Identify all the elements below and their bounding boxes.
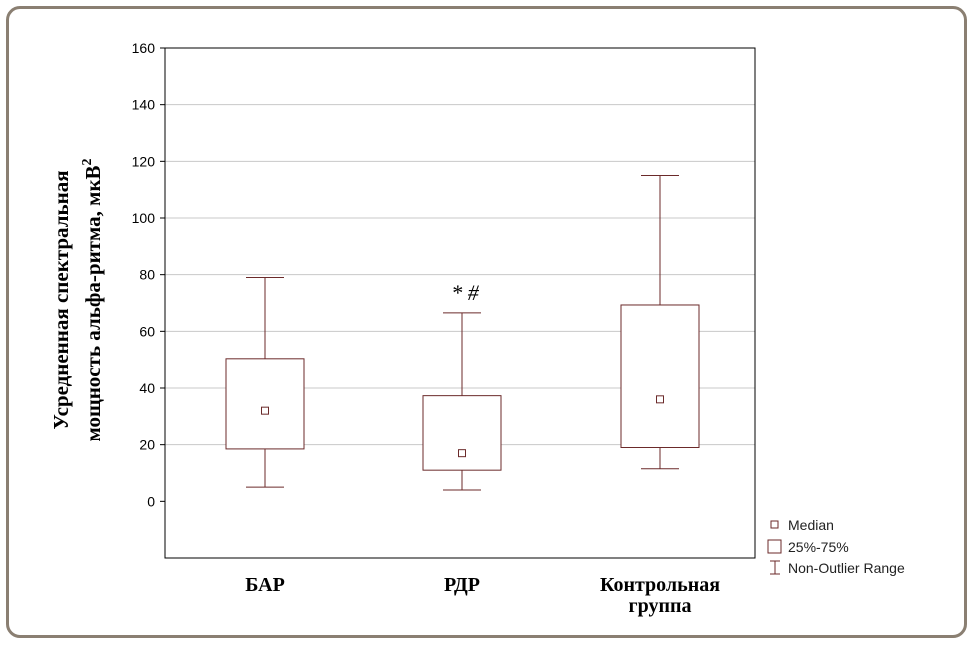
y-tick-label: 20: [139, 437, 155, 453]
legend-median-label: Median: [788, 517, 834, 533]
iqr-box: [225, 358, 305, 450]
y-axis-label-superscript: 2: [80, 158, 95, 165]
legend-box-label: 25%-75%: [788, 539, 849, 555]
x-category-label: БАР: [245, 574, 285, 596]
iqr-box: [620, 304, 700, 448]
y-tick-label: 120: [132, 153, 156, 169]
image-frame: [6, 6, 967, 638]
legend-box-icon: [767, 539, 782, 554]
median-marker: [261, 406, 269, 415]
y-tick-label: 80: [139, 267, 155, 283]
iqr-box: [422, 395, 502, 471]
y-tick-label: 0: [147, 493, 155, 509]
y-tick-label: 60: [139, 323, 155, 339]
median-marker: [656, 395, 664, 404]
x-category-label: РДР: [444, 574, 480, 596]
significance-annotation: * #: [451, 280, 480, 305]
y-tick-label: 160: [132, 40, 156, 56]
y-axis-label-text: мощность альфа-ритма, мкВ: [81, 165, 105, 441]
legend-whisker-icon: [770, 560, 780, 575]
median-marker: [458, 449, 466, 458]
x-category-label: Контрольная: [600, 574, 720, 596]
y-axis-label-line1: Усредненная спектральная: [49, 170, 73, 429]
y-tick-label: 40: [139, 380, 155, 396]
x-category-label: группа: [629, 595, 692, 617]
plot-area: [164, 47, 756, 559]
legend-median-icon: [770, 520, 779, 529]
y-axis-label-line2: мощность альфа-ритма, мкВ2: [80, 158, 105, 441]
legend-range-label: Non-Outlier Range: [788, 560, 905, 576]
y-tick-label: 100: [132, 210, 156, 226]
y-tick-label: 140: [132, 97, 156, 113]
